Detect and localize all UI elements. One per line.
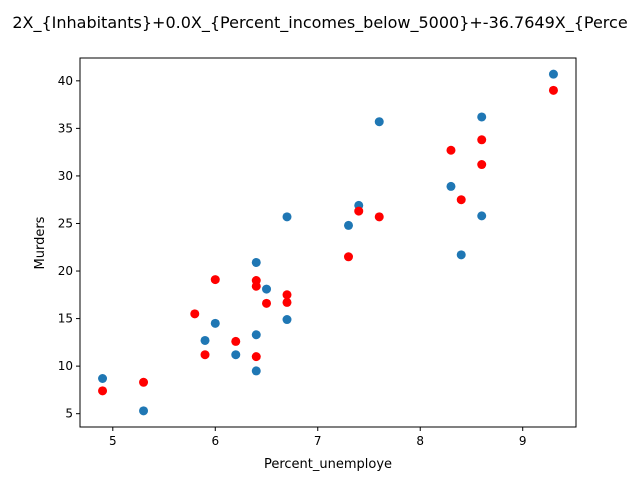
blue-data-point: [446, 181, 456, 191]
x-axis-label: Percent_unemploye: [264, 457, 392, 472]
red-data-point: [251, 352, 261, 362]
red-data-point: [477, 160, 487, 170]
red-data-point: [282, 297, 292, 307]
y-tick-label: 15: [58, 312, 73, 326]
blue-data-point: [98, 373, 108, 383]
red-data-point: [190, 309, 200, 319]
blue-data-point: [251, 257, 261, 267]
blue-data-point: [251, 330, 261, 340]
blue-data-point: [477, 211, 487, 221]
red-data-point: [477, 135, 487, 145]
red-data-point: [456, 195, 466, 205]
red-data-point: [354, 206, 364, 216]
blue-data-point: [477, 112, 487, 122]
blue-data-point: [210, 318, 220, 328]
y-tick-label: 20: [58, 264, 73, 278]
red-data-point: [251, 281, 261, 291]
x-tick-label: 6: [211, 434, 219, 448]
axis-ticks: 5 6 7 8 9 5 10 15 20 25 30 35 40: [58, 74, 527, 448]
y-tick-label: 40: [58, 74, 73, 88]
data-points: [98, 69, 558, 416]
blue-data-point: [374, 117, 384, 127]
blue-data-point: [548, 69, 558, 79]
blue-data-point: [282, 212, 292, 222]
chart-title: 2X_{Inhabitants}+0.0X_{Percent_incomes_b…: [12, 13, 627, 33]
red-data-point: [262, 298, 272, 308]
y-tick-label: 25: [58, 216, 73, 230]
blue-data-point: [231, 350, 241, 360]
x-tick-label: 8: [416, 434, 424, 448]
red-data-point: [200, 350, 210, 360]
blue-data-point: [251, 366, 261, 376]
blue-data-point: [262, 284, 272, 294]
blue-data-point: [282, 315, 292, 325]
x-tick-label: 7: [314, 434, 322, 448]
blue-data-point: [200, 335, 210, 345]
blue-data-point: [456, 250, 466, 260]
blue-data-point: [343, 220, 353, 230]
y-tick-label: 35: [58, 121, 73, 135]
red-data-point: [343, 252, 353, 262]
red-data-point: [231, 336, 241, 346]
plot-frame: [79, 57, 577, 428]
red-data-point: [139, 377, 149, 387]
y-tick-label: 10: [58, 359, 73, 373]
x-tick-label: 9: [519, 434, 527, 448]
red-data-point: [548, 85, 558, 95]
red-data-point: [374, 212, 384, 222]
y-tick-label: 30: [58, 169, 73, 183]
blue-data-point: [139, 406, 149, 416]
x-tick-label: 5: [109, 434, 117, 448]
y-tick-label: 5: [65, 407, 73, 421]
red-data-point: [282, 290, 292, 300]
red-data-point: [446, 145, 456, 155]
red-data-point: [210, 275, 220, 285]
red-data-point: [98, 386, 108, 396]
y-axis-label: Murders: [33, 216, 48, 269]
